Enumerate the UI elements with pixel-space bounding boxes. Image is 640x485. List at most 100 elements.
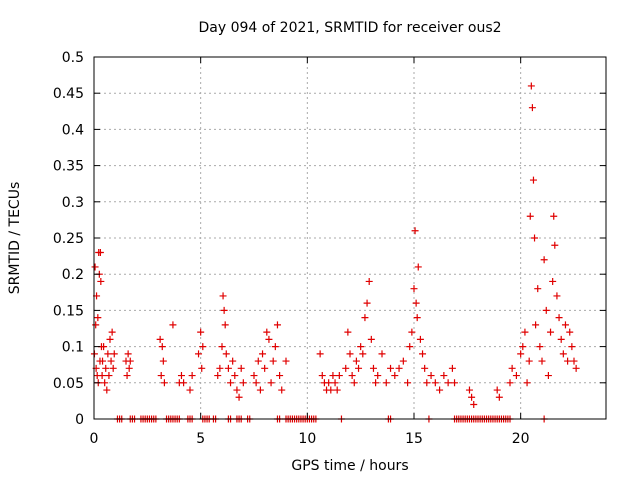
y-tick-label: 0.2 [62, 267, 84, 283]
data-point-marker [102, 364, 110, 372]
data-point-marker [91, 263, 99, 271]
data-point-marker [97, 277, 105, 285]
data-point-marker [523, 379, 531, 387]
data-point-marker [451, 379, 459, 387]
data-point-marker [411, 227, 419, 235]
data-point-marker [159, 357, 167, 365]
data-point-marker [382, 379, 390, 387]
data-point-marker [564, 357, 572, 365]
data-point-marker [256, 386, 264, 394]
data-point-marker [531, 234, 539, 242]
data-point-marker [329, 372, 337, 380]
data-point-marker [527, 82, 535, 90]
data-point-marker [278, 386, 286, 394]
data-point-marker [156, 335, 164, 343]
data-point-marker [254, 357, 262, 365]
data-point-marker [557, 335, 565, 343]
data-point-marker [220, 306, 228, 314]
data-point-marker [276, 372, 284, 380]
data-point-marker [96, 248, 104, 256]
data-point-marker [444, 379, 452, 387]
data-point-marker [493, 386, 501, 394]
data-point-marker [186, 386, 194, 394]
data-point-marker [525, 357, 533, 365]
data-point-marker [103, 386, 111, 394]
data-point-marker [267, 379, 275, 387]
data-point-marker [566, 328, 574, 336]
data-point-marker [369, 364, 377, 372]
x-tick-label: 15 [405, 431, 423, 447]
data-point-marker [395, 364, 403, 372]
x-tick-label: 10 [298, 431, 316, 447]
data-point-marker [431, 379, 439, 387]
data-point-marker [261, 364, 269, 372]
data-point-marker [218, 343, 226, 351]
data-point-marker [387, 364, 395, 372]
data-point-marker [470, 401, 478, 409]
data-point-marker [222, 350, 230, 358]
y-tick-label: 0.1 [62, 340, 84, 356]
data-point-marker [195, 350, 203, 358]
data-point-marker [399, 357, 407, 365]
y-tick-label: 0.25 [53, 231, 84, 247]
data-point-marker [465, 386, 473, 394]
data-point-marker [416, 335, 424, 343]
data-point-marker [550, 212, 558, 220]
data-point-marker [547, 328, 555, 336]
data-point-marker [342, 364, 350, 372]
data-point-marker [327, 386, 335, 394]
data-point-marker [325, 379, 333, 387]
data-point-marker [107, 357, 115, 365]
data-point-marker [448, 364, 456, 372]
data-point-marker [372, 379, 380, 387]
data-point-marker [468, 393, 476, 401]
data-point-marker [549, 277, 557, 285]
data-point-marker [104, 350, 112, 358]
chart-title: Day 094 of 2021, SRMTID for receiver ous… [198, 20, 501, 36]
data-point-marker [352, 357, 360, 365]
data-point-marker [105, 372, 113, 380]
data-point-marker [412, 299, 420, 307]
data-point-marker [506, 379, 514, 387]
data-point-marker [391, 372, 399, 380]
y-tick-label: 0.45 [53, 86, 84, 102]
data-point-marker [316, 350, 324, 358]
data-point-marker [529, 176, 537, 184]
data-point-marker [100, 343, 108, 351]
data-point-marker [363, 299, 371, 307]
data-point-marker [333, 386, 341, 394]
data-point-marker [250, 372, 258, 380]
data-point-marker [227, 379, 235, 387]
data-point-marker [216, 364, 224, 372]
data-point-marker [106, 335, 114, 343]
data-point-marker [495, 393, 503, 401]
y-tick-label: 0.35 [53, 159, 84, 175]
y-axis-label: SRMTID / TECUs [7, 182, 23, 295]
data-point-marker [408, 328, 416, 336]
y-tick-label: 0.3 [62, 195, 84, 211]
data-point-marker [92, 321, 100, 329]
data-point-marker [219, 292, 227, 300]
data-point-marker [235, 393, 243, 401]
x-tick-label: 5 [196, 431, 205, 447]
data-point-marker [237, 364, 245, 372]
data-point-marker [335, 372, 343, 380]
data-point-marker [348, 372, 356, 380]
data-point-marker [357, 343, 365, 351]
data-point-marker [224, 364, 232, 372]
data-point-marker [540, 256, 548, 264]
y-tick-label: 0.4 [62, 122, 84, 138]
data-point-marker [436, 386, 444, 394]
data-point-marker [440, 372, 448, 380]
data-point-marker [198, 364, 206, 372]
data-point-marker [271, 343, 279, 351]
data-point-marker [570, 357, 578, 365]
data-point-marker [519, 343, 527, 351]
data-point-marker [282, 357, 290, 365]
data-point-marker [544, 372, 552, 380]
data-point-marker [239, 379, 247, 387]
data-point-marker [555, 314, 563, 322]
data-point-marker [559, 350, 567, 358]
data-point-marker [404, 379, 412, 387]
